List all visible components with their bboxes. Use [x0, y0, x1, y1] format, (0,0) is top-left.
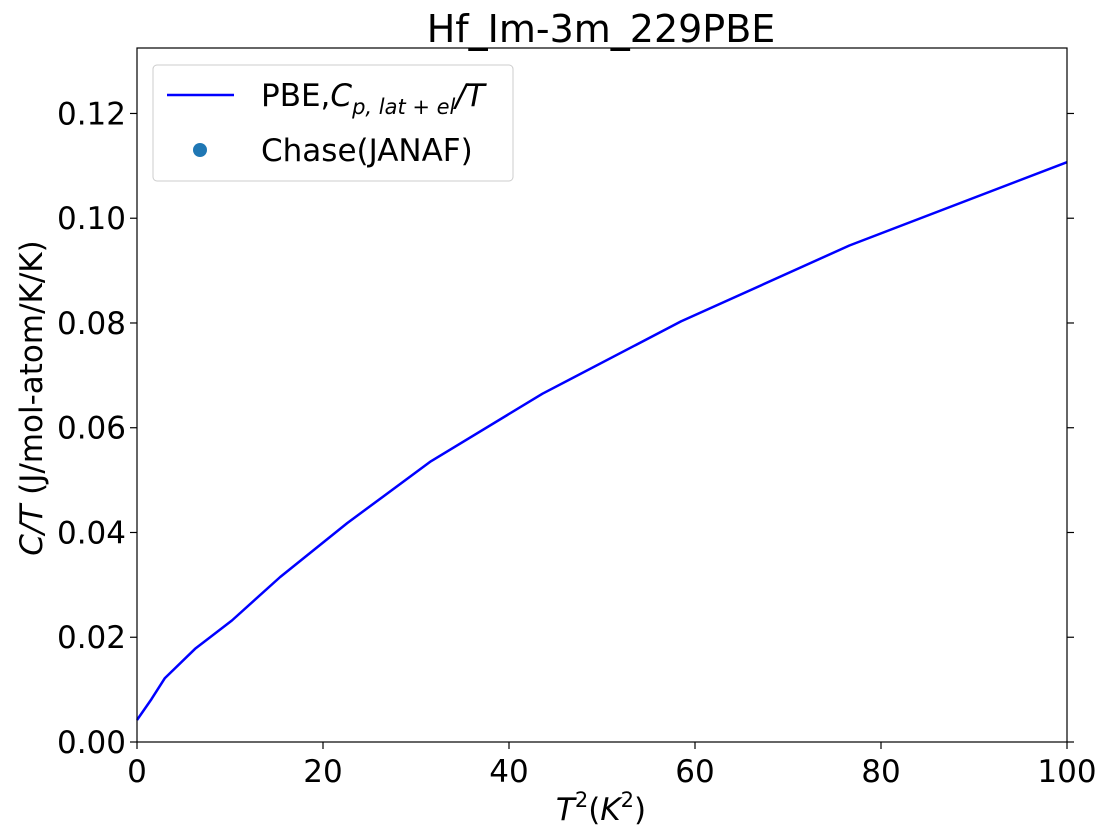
x-tick-label: 80 [861, 754, 900, 790]
series-layer [135, 161, 1068, 721]
y-tick-label: 0.06 [57, 411, 126, 447]
legend-label-chase: Chase(JANAF) [261, 133, 473, 169]
plot-frame [136, 47, 1068, 743]
x-tick-label: 20 [303, 754, 342, 790]
x-tick-label: 0 [127, 754, 147, 790]
y-tick-label: 0.08 [57, 306, 126, 342]
legend-label-pbe-sub: p, lat + el [351, 95, 455, 119]
x-axis-label-open: ( [588, 792, 600, 828]
x-axis-ticks: 0 20 40 60 80 100 [127, 742, 1097, 790]
x-axis-label: T2(K2) [556, 788, 646, 828]
x-axis-label-var: T [556, 792, 577, 828]
y-tick-label: 0.10 [57, 201, 126, 237]
x-tick-label: 60 [675, 754, 714, 790]
legend-box [152, 64, 514, 182]
legend-label-pbe-var: C [330, 78, 352, 114]
chart-title: Hf_Im-3m_229PBE [427, 7, 776, 51]
x-axis-label-unit-sup: 2 [621, 788, 634, 812]
y-tick-label: 0.04 [57, 515, 126, 551]
series-line-pbe [135, 161, 1068, 721]
legend-marker-swatch [193, 143, 207, 157]
y-axis-label-var: C/T [14, 503, 50, 556]
legend-label-pbe-suffix: /T [452, 78, 486, 114]
y-axis-label-unit: (J/mol-atom/K/K) [14, 240, 50, 504]
y-tick-label: 0.12 [57, 96, 126, 132]
legend-label-pbe-prefix: PBE, [261, 78, 330, 114]
x-axis-label-close: ) [634, 792, 646, 828]
legend: PBE,Cp, lat + el/T Chase(JANAF) [152, 64, 514, 182]
y-axis-label: C/T (J/mol-atom/K/K) [14, 240, 50, 556]
y-tick-label: 0.02 [57, 620, 126, 656]
y-tick-label: 0.00 [57, 725, 126, 761]
x-axis-label-sup: 2 [575, 788, 588, 812]
x-tick-label: 100 [1037, 754, 1096, 790]
x-axis-label-unit: K [600, 792, 623, 828]
y-axis-ticks: 0.00 0.02 0.04 0.06 0.08 0.10 0.12 [57, 96, 1074, 761]
legend-label-pbe: PBE,Cp, lat + el/T [261, 78, 487, 119]
x-tick-label: 40 [489, 754, 528, 790]
